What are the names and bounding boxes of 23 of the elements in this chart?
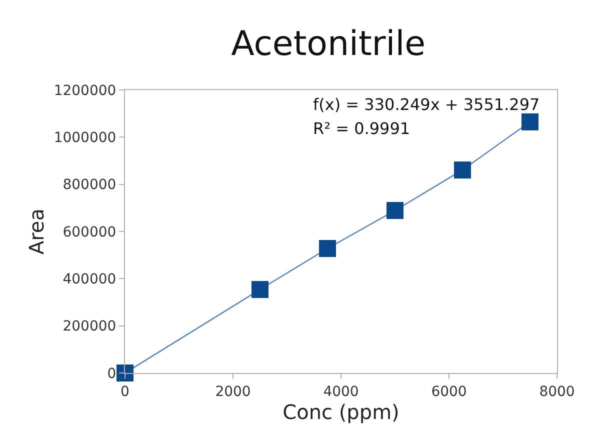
point (522, 113, 538, 130)
x-tick-label: 6000 (431, 384, 467, 400)
point (116, 364, 134, 382)
y-tick-label: 400000 (62, 272, 116, 288)
annotation: R² = 0.9991 (313, 119, 410, 138)
y-tick-label: 600000 (62, 224, 116, 240)
point (252, 281, 268, 298)
y-tick-label: 200000 (62, 318, 116, 335)
y-tick-label: 1200000 (54, 82, 116, 99)
x-axis-title: Conc (ppm) (282, 400, 400, 424)
x-tick-label: 4000 (323, 384, 359, 400)
x-tick-label: 0 (120, 384, 130, 400)
point (386, 202, 404, 220)
x-tick-label: 8000 (539, 384, 575, 400)
chart-title: Acetonitrile (231, 24, 426, 64)
x-tick-label: 2000 (215, 384, 251, 400)
point (319, 240, 336, 257)
annotation: f(x) = 330.249x + 3551.297 (313, 95, 540, 114)
y-tick-label: 0 (107, 366, 116, 382)
y-tick-label: 800000 (62, 177, 116, 194)
point (454, 161, 471, 178)
y-tick-label: 1000000 (54, 130, 116, 146)
y-axis-title: Area (24, 208, 48, 255)
